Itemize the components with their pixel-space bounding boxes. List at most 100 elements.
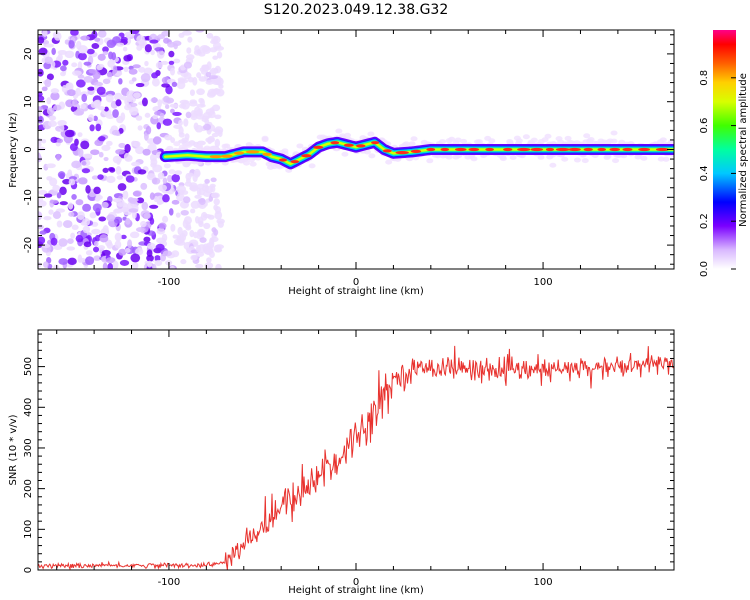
- heatmap-cell: [172, 234, 179, 239]
- heatmap-cell: [640, 155, 648, 161]
- heatmap-cell: [43, 193, 53, 198]
- heatmap-cell: [172, 111, 182, 117]
- heatmap-cell: [66, 246, 76, 251]
- heatmap-cells: [38, 30, 674, 269]
- heatmap-cell: [77, 254, 83, 263]
- heatmap-cell: [214, 114, 222, 120]
- heatmap-cell: [52, 184, 60, 192]
- heatmap-cell: [44, 56, 53, 64]
- heatmap-cell: [161, 83, 170, 88]
- heatmap-cell: [158, 222, 167, 230]
- heatmap-cell: [98, 135, 106, 142]
- heatmap-cell: [53, 31, 62, 41]
- heatmap-cell: [612, 158, 620, 164]
- heatmap-cell: [94, 196, 101, 202]
- heatmap-cell: [73, 110, 84, 116]
- heatmap-cell: [77, 52, 87, 61]
- heatmap-cell: [97, 106, 106, 111]
- heatmap-cell: [68, 40, 75, 49]
- heatmap-cell: [243, 160, 251, 166]
- heatmap-cell: [59, 186, 67, 196]
- heatmap-cell: [204, 118, 210, 126]
- heatmap-cell: [154, 255, 161, 262]
- heatmap-cell: [198, 76, 207, 82]
- heatmap-cell: [92, 203, 102, 213]
- heatmap-cell: [56, 153, 61, 161]
- heatmap-cell: [249, 161, 257, 167]
- heatmap-cell: [120, 112, 126, 121]
- heatmap-cell: [190, 200, 201, 209]
- heatmap-cell: [39, 230, 47, 235]
- heatmap-cell: [78, 177, 88, 185]
- heatmap-cell: [168, 208, 174, 216]
- heatmap-cell: [162, 177, 168, 184]
- heatmap-cell: [101, 144, 111, 152]
- heatmap-cell: [118, 142, 126, 149]
- heatmap-cell: [71, 193, 77, 200]
- heatmap-cell: [149, 217, 155, 225]
- heatmap-cell: [64, 129, 75, 138]
- heatmap-cell: [206, 257, 212, 264]
- heatmap-cell: [173, 124, 183, 129]
- heatmap-cell: [105, 113, 115, 119]
- heatmap-y-tick-label: 0: [23, 146, 34, 152]
- heatmap-cell: [82, 225, 91, 234]
- heatmap-cell: [68, 178, 76, 186]
- heatmap-cell: [61, 85, 68, 93]
- heatmap-cell: [131, 77, 137, 82]
- heatmap-cell: [515, 138, 523, 144]
- heatmap-cell: [143, 236, 151, 243]
- heatmap-cell: [103, 156, 109, 162]
- heatmap-cell: [174, 170, 183, 176]
- heatmap-cell: [223, 143, 231, 149]
- heatmap-cell: [120, 234, 127, 240]
- heatmap-cell: [42, 40, 50, 45]
- heatmap-cell: [178, 132, 185, 138]
- heatmap-cell: [118, 248, 127, 256]
- heatmap-cell: [168, 169, 176, 175]
- heatmap-cell: [75, 87, 81, 97]
- heatmap-cell: [58, 258, 68, 265]
- heatmap-cell: [118, 127, 124, 134]
- heatmap-cell: [38, 138, 44, 144]
- heatmap-cell: [198, 97, 204, 104]
- heatmap-cell: [162, 194, 170, 203]
- heatmap-cell: [102, 262, 108, 269]
- heatmap-peak: [655, 147, 669, 152]
- heatmap-cell: [121, 95, 128, 101]
- heatmap-cell: [128, 68, 138, 75]
- heatmap-peak: [517, 147, 531, 152]
- heatmap-cell: [81, 93, 88, 103]
- heatmap-x-tick-label: 100: [534, 277, 553, 288]
- heatmap-cell: [156, 227, 166, 235]
- snr-y-label: SNR (10 * v/v): [8, 414, 19, 485]
- heatmap-cell: [138, 66, 146, 73]
- colorbar-tick-label: 0.8: [699, 70, 710, 86]
- heatmap-cell: [65, 99, 75, 108]
- heatmap-cell: [189, 229, 195, 238]
- heatmap-cell: [176, 185, 187, 194]
- heatmap-cell: [210, 88, 221, 95]
- heatmap-cell: [198, 220, 204, 228]
- heatmap-cell: [214, 138, 221, 148]
- heatmap-peak: [290, 160, 300, 164]
- heatmap-cell: [217, 220, 224, 228]
- heatmap-cell: [147, 143, 157, 153]
- heatmap-cell: [177, 226, 183, 236]
- heatmap-cell: [127, 239, 133, 249]
- heatmap-cell: [213, 244, 222, 253]
- heatmap-cell: [80, 103, 87, 110]
- heatmap-cell: [610, 138, 618, 144]
- heatmap-cell: [155, 243, 165, 252]
- heatmap-cell: [211, 227, 217, 233]
- heatmap-cell: [530, 137, 538, 143]
- heatmap-cell: [152, 114, 159, 120]
- heatmap-cell: [178, 119, 183, 126]
- heatmap-cell: [114, 232, 122, 242]
- heatmap-cell: [91, 228, 101, 235]
- heatmap-cell: [125, 175, 135, 183]
- heatmap-cell: [75, 199, 84, 206]
- heatmap-cell: [43, 216, 52, 221]
- heatmap-cell: [133, 92, 141, 99]
- heatmap-cell: [187, 36, 193, 43]
